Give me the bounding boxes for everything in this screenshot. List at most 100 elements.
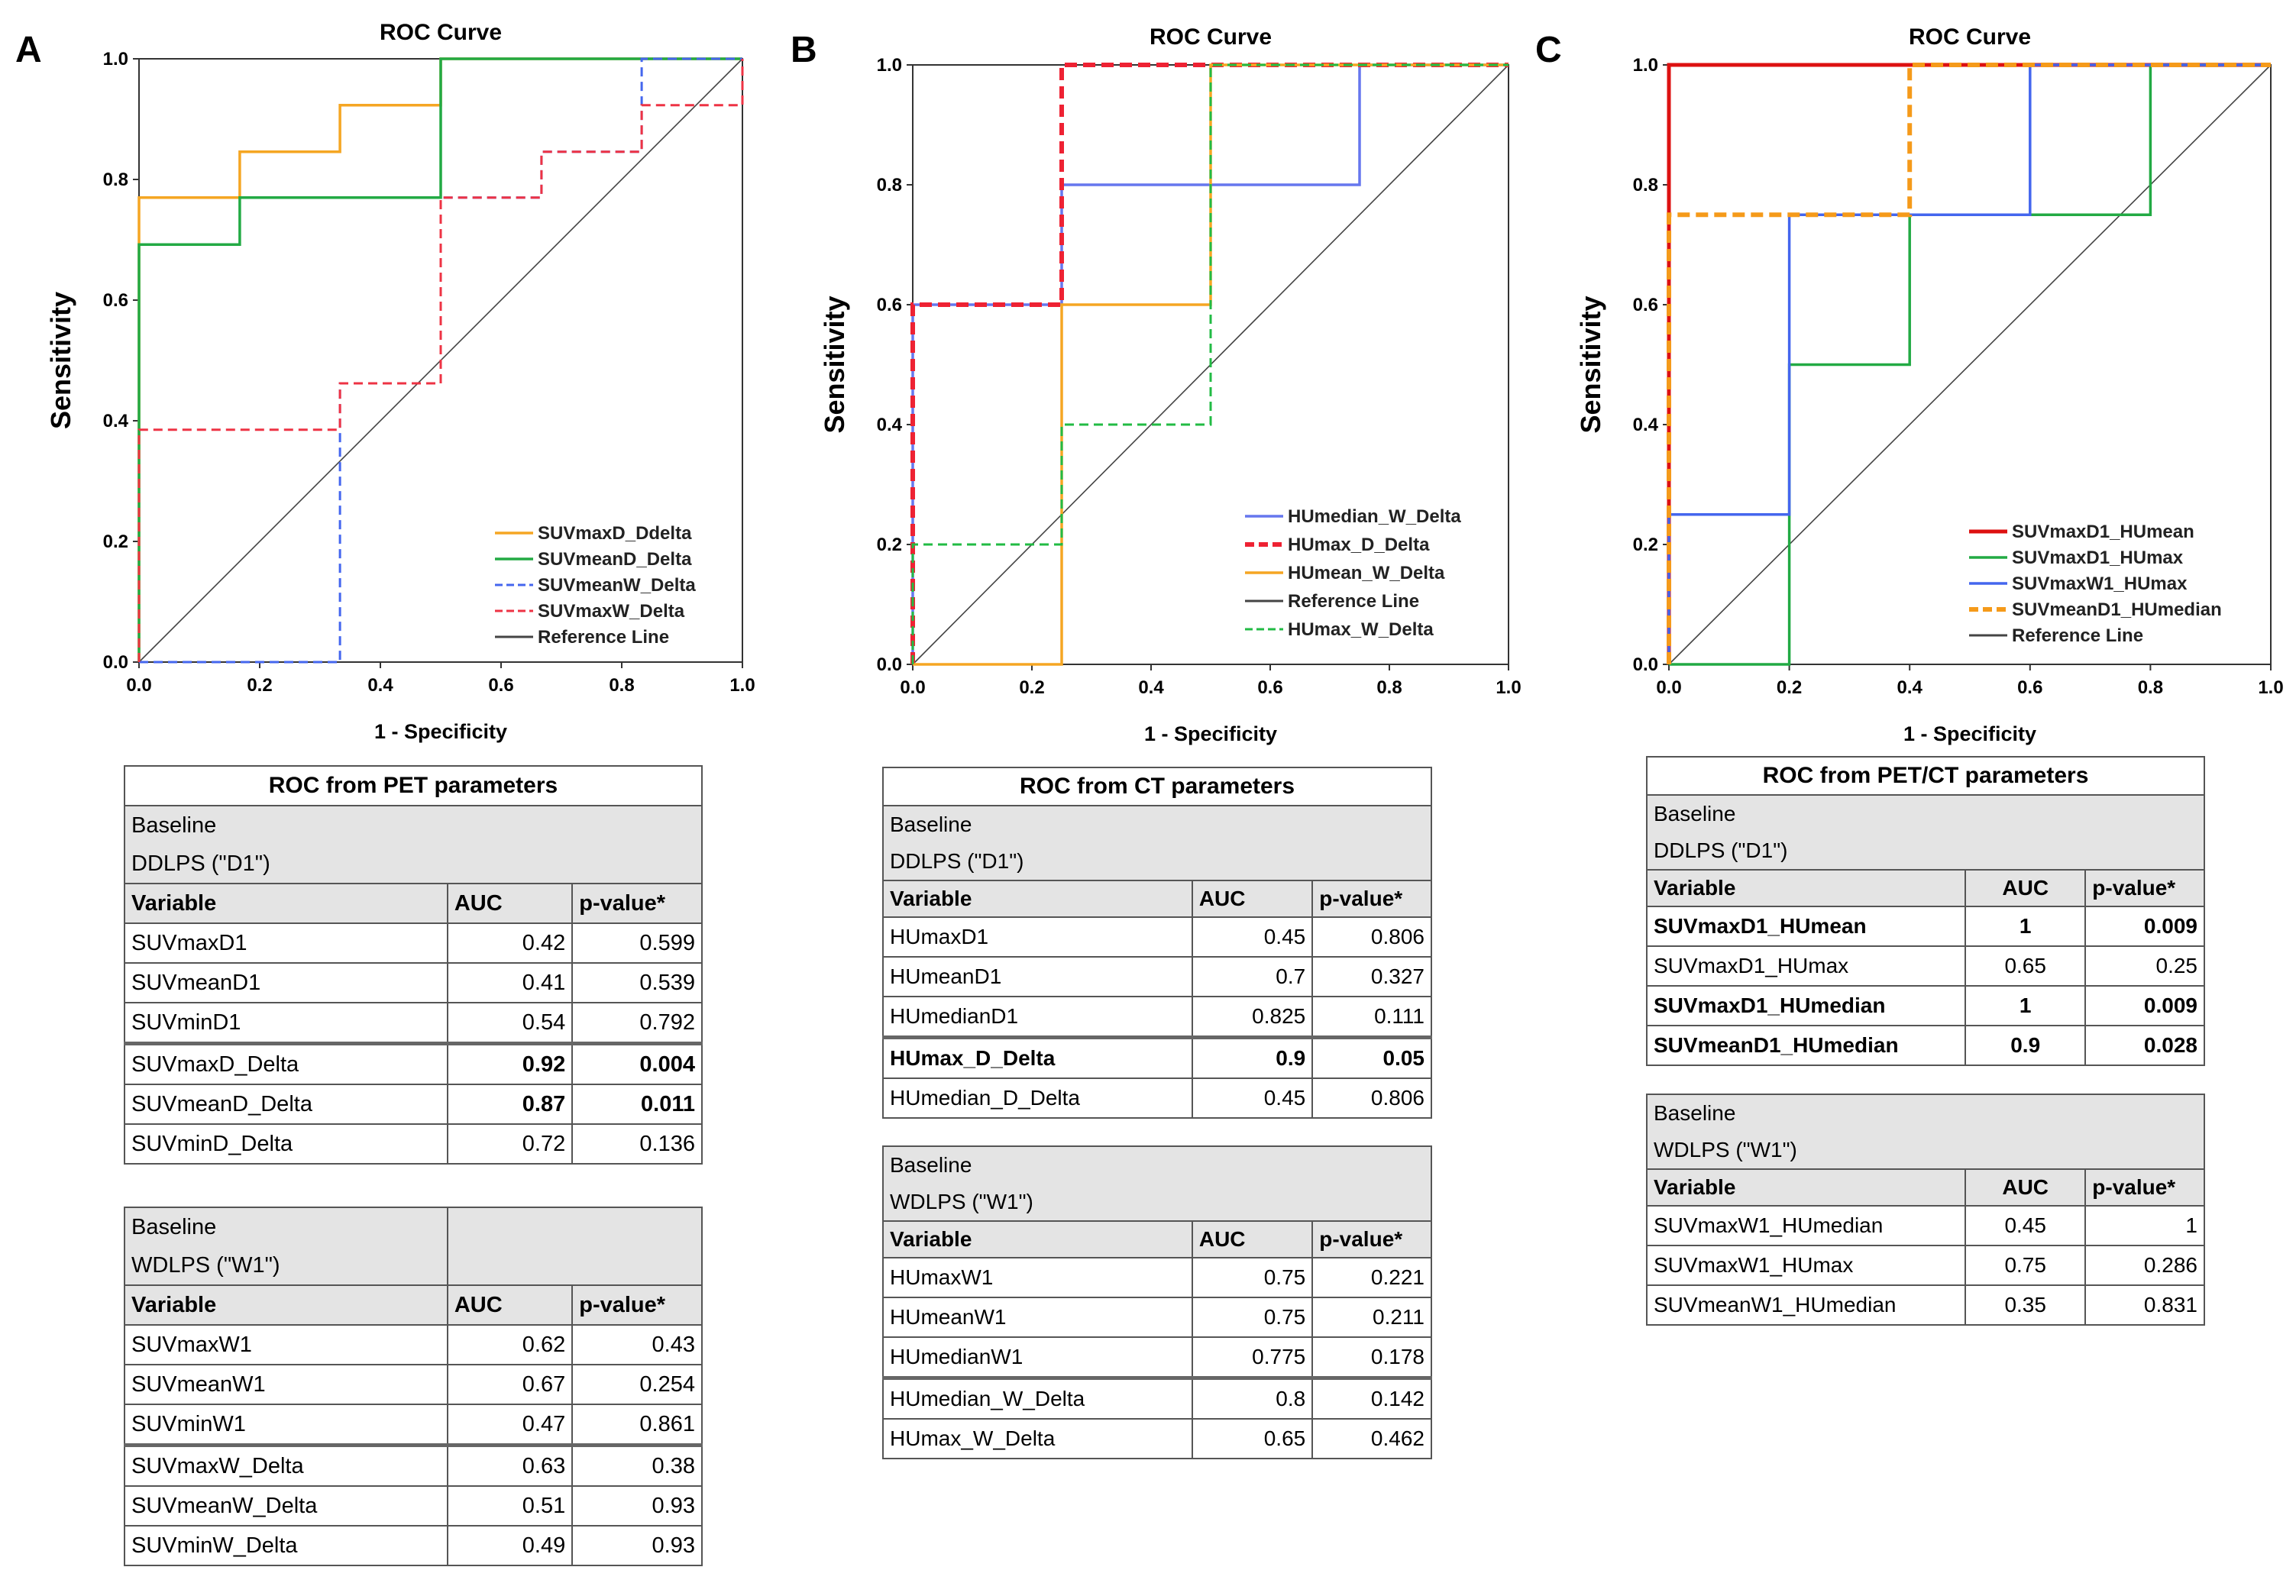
cell-auc: 0.775 [1191,1336,1314,1379]
cell-variable: SUVmeanD_Delta [124,1084,448,1125]
cell-pvalue: 0.211 [1311,1297,1432,1338]
x-tick-label: 0.0 [1656,677,1681,698]
table-row: SUVminD_Delta 0.72 0.136 [124,1123,703,1165]
column-header: Variable [124,883,448,924]
cell-pvalue: 0.43 [571,1324,703,1365]
column-header: p-value* [2084,1168,2205,1207]
group-label: Baseline [1646,795,2205,832]
cell-variable: SUVmeanW1 [124,1364,448,1405]
cell-auc: 0.54 [446,1002,574,1045]
cell-auc: 0.7 [1191,956,1314,997]
series-line-humax-w-delta [911,63,1509,664]
table-row: SUVmeanW_Delta 0.51 0.93 [124,1485,703,1527]
legend-label: SUVmaxW1_HUmax [2012,573,2188,594]
cell-pvalue: 0.05 [1311,1035,1432,1079]
cell-auc: 0.67 [446,1364,574,1405]
legend-label: SUVmaxD1_HUmax [2012,548,2184,568]
table-row: SUVmaxD_Delta 0.92 0.004 [124,1042,703,1085]
y-tick-label: 0.6 [877,295,902,315]
column-header: Variable [882,1220,1193,1258]
cell-pvalue: 0.111 [1311,996,1432,1039]
cell-pvalue: 1 [2084,1205,2205,1246]
cell-variable: HUmeanW1 [882,1297,1193,1338]
cell-pvalue: 0.93 [571,1525,703,1566]
series-line-suvmaxd1-humax [1669,63,2271,666]
x-tick-label: 0.8 [609,675,634,696]
table-row: SUVminD1 0.54 0.792 [124,1002,703,1045]
column-header: AUC [1191,880,1314,918]
legend-label: SUVmaxD_Ddelta [538,523,692,544]
group-label: Baseline [882,806,1432,843]
column-header: AUC [446,1284,574,1326]
cell-auc: 0.49 [446,1525,574,1566]
cell-pvalue: 0.009 [2084,985,2205,1026]
y-tick-label: 0.0 [877,654,902,675]
cell-pvalue: 0.221 [1311,1257,1432,1298]
cell-variable: SUVmaxD1 [124,922,448,964]
cell-variable: SUVminW1 [124,1404,448,1446]
legend-label: HUmax_D_Delta [1288,535,1430,555]
legend-label: HUmean_W_Delta [1288,563,1445,583]
cell-variable: HUmedianW1 [882,1336,1193,1379]
y-axis-label: Sensitivity [819,296,850,433]
cell-variable: SUVmeanW_Delta [124,1485,448,1527]
column-header: p-value* [571,1284,703,1326]
table-row: SUVmaxD1_HUmean 1 0.009 [1645,906,2205,947]
y-axis-label: Sensitivity [45,292,76,429]
cell-pvalue: 0.806 [1311,1077,1432,1119]
cell-auc: 1 [1965,985,2087,1026]
cell-variable: SUVmaxD1_HUmedian [1645,985,1967,1026]
roc-chart-ct: ROC Curve 0.00.0 0.2 0.2 0.4 0.4 0.6 0.6 0.8 0.8 1… [819,24,1522,745]
column-header: AUC [1965,1168,2087,1207]
cell-auc: 0.75 [1191,1297,1314,1338]
table-row: SUVmeanW1 0.67 0.254 [124,1364,703,1405]
cell-variable: SUVminD1 [124,1002,448,1045]
roc-chart-pet: ROC Curve 0.00.0 0.2 0.2 0.4 0.4 0.6 0.6 0.8 0.8 1… [45,20,755,743]
table-ct-wdlps: Baseline WDLPS ("W1") Variable AUC p-val… [882,1145,1432,1459]
table-row: HUmedianW1 0.775 0.178 [882,1336,1432,1379]
table-row: SUVmaxW1_HUmedian 0.45 1 [1645,1205,2205,1246]
series-line-suvmeand1-humedian [1667,63,2271,664]
table-row: HUmax_D_Delta 0.9 0.05 [882,1035,1432,1079]
cell-auc: 0.51 [446,1485,574,1527]
cell-variable: SUVminD_Delta [124,1123,448,1165]
table-row: SUVmaxD1_HUmedian 1 0.009 [1645,985,2205,1026]
cell-auc: 0.45 [1191,1077,1314,1119]
table-row: SUVmaxW1 0.62 0.43 [124,1324,703,1365]
panel-letter-c: C [1535,30,1562,70]
y-tick-label: 0.6 [103,290,128,311]
x-axis-label: 1 - Specificity [1903,722,2036,745]
y-tick-label: 1.0 [1633,55,1658,76]
cell-pvalue: 0.93 [571,1485,703,1527]
cell-auc: 0.47 [446,1404,574,1446]
group-label: DDLPS ("D1") [124,845,703,884]
x-tick-label: 1.0 [2258,677,2283,698]
series-line-suvmaxw-delta [137,59,744,662]
y-tick-label: 0.0 [1633,654,1658,675]
table-row: HUmedian_D_Delta 0.45 0.806 [882,1077,1432,1119]
cell-pvalue: 0.792 [571,1002,703,1045]
table-row: SUVmeanW1_HUmedian 0.35 0.831 [1645,1284,2205,1326]
panel-letter-b: B [791,30,817,70]
cell-pvalue: 0.009 [2084,906,2205,947]
y-tick-label: 1.0 [103,49,128,69]
legend-label: Reference Line [538,627,669,648]
cell-auc: 0.9 [1965,1025,2087,1066]
y-tick-label: 0.2 [103,531,128,552]
y-tick-label: 0.4 [1633,415,1659,435]
chart-title: ROC Curve [380,20,502,45]
y-tick-label: 1.0 [877,55,902,76]
x-tick-label: 0.8 [2138,677,2163,698]
cell-auc: 0.45 [1965,1205,2087,1246]
cell-variable: SUVmaxD1_HUmean [1645,906,1967,947]
series-line-suvmeand-delta [137,57,742,662]
legend-label: SUVmeanD_Delta [538,549,692,570]
legend-label: SUVmaxD1_HUmean [2012,522,2194,542]
panel-letter-a: A [15,30,42,70]
cell-auc: 0.75 [1191,1257,1314,1298]
cell-auc: 0.8 [1191,1376,1314,1420]
cell-variable: SUVmaxW1 [124,1324,448,1365]
column-header: Variable [882,880,1193,918]
cell-pvalue: 0.178 [1311,1336,1432,1379]
legend-label: SUVmeanW_Delta [538,575,696,596]
